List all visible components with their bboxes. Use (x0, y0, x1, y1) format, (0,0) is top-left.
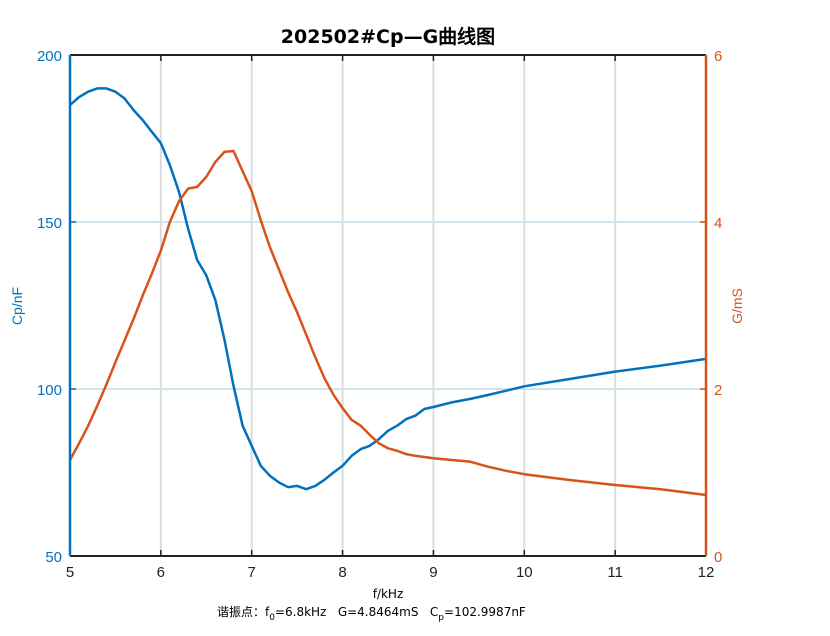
chart-title: 202502#Cp—G曲线图 (281, 25, 495, 48)
x-tick-label: 10 (516, 564, 533, 581)
annotation-sub0: 0 (269, 613, 275, 623)
resonance-annotation: 谐振点：f0=6.8kHz G=4.8464mS Cp=102.9987nF (217, 605, 526, 623)
annotation-prefix: 谐振点：f (217, 605, 270, 619)
x-tick-label: 11 (607, 564, 623, 581)
annotation-c: =102.9987nF (444, 605, 526, 619)
x-tick-label: 8 (338, 564, 346, 581)
y-left-tick-label: 100 (37, 382, 62, 399)
y-right-tick-label: 4 (714, 215, 722, 232)
y-right-tick-label: 6 (714, 48, 722, 65)
x-axis-label: f/kHz (373, 587, 404, 601)
x-tick-label: 7 (248, 564, 256, 581)
y-right-label: G/mS (729, 288, 745, 324)
x-tick-label: 12 (698, 564, 715, 581)
g-series-line (68, 149, 707, 497)
series-lines (68, 87, 707, 497)
y-left-label: Cp/nF (9, 287, 25, 325)
y-left-tick-label: 200 (37, 48, 62, 65)
cp-series-line (69, 87, 707, 491)
x-tick-label: 5 (66, 564, 74, 581)
x-tick-label: 9 (429, 564, 437, 581)
axes: 5 6 7 8 9 10 11 12 50 100 150 200 0 2 4 6 (37, 48, 722, 581)
y-right-tick-label: 0 (714, 549, 722, 566)
y-left-tick-label: 50 (45, 549, 62, 566)
annotation-subp: p (438, 613, 444, 623)
y-left-tick-label: 150 (37, 215, 62, 232)
annotation-f: =6.8kHz G=4.8464mS C (275, 605, 438, 619)
grid (70, 55, 706, 556)
x-tick-label: 6 (157, 564, 165, 581)
y-right-tick-label: 2 (714, 382, 722, 399)
